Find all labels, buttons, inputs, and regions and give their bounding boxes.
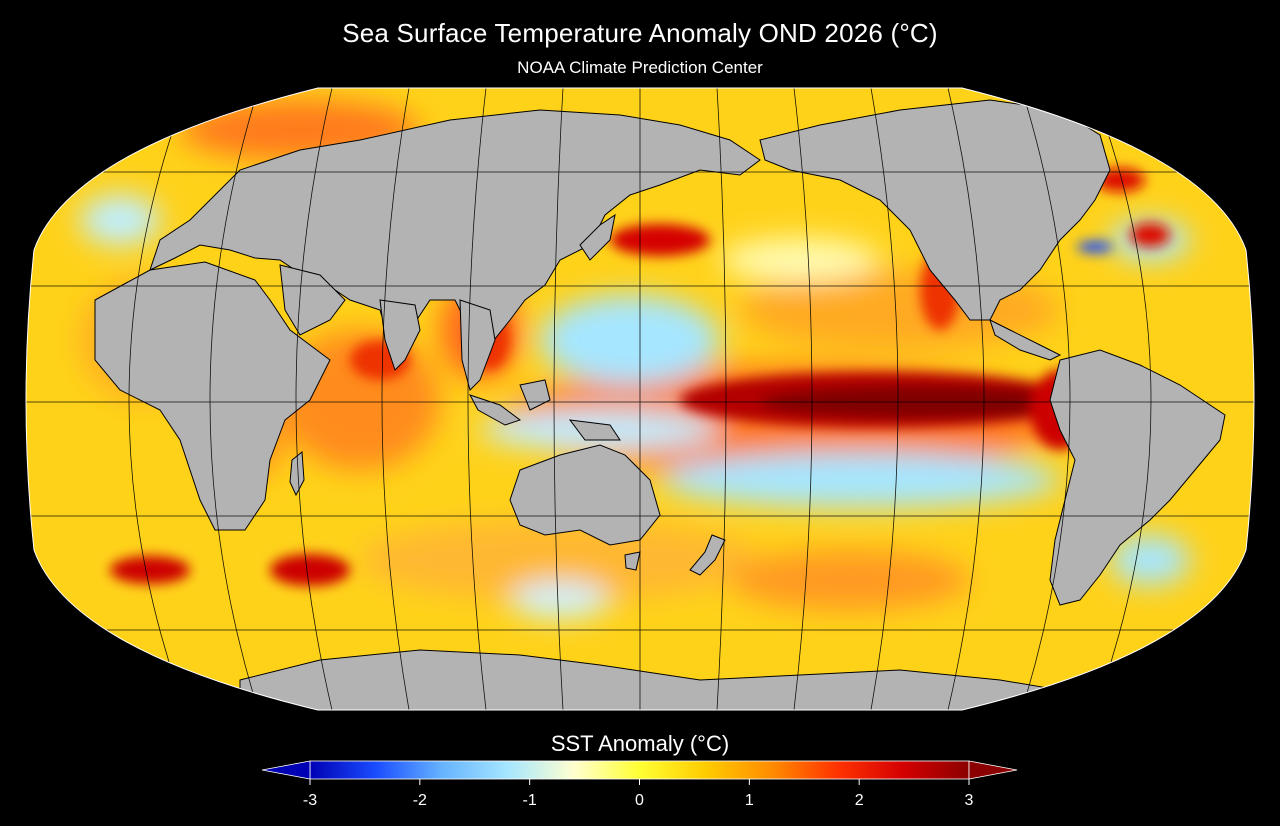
colorbar-tick-label: 1	[744, 792, 754, 809]
colorbar-bar	[309, 760, 970, 780]
colorbar-title: SST Anomaly (°C)	[550, 731, 730, 756]
colorbar-tick-label: 0	[635, 792, 644, 809]
colorbar-extend-low	[261, 760, 311, 780]
colorbar-tick-label: 3	[964, 792, 974, 809]
colorbar-tick-label: -3	[302, 792, 318, 809]
globe-outline	[25, 87, 1255, 711]
colorbar-extend-high	[968, 760, 1018, 780]
colorbar-tick-label: -1	[522, 792, 537, 809]
land-masses	[94, 89, 1226, 710]
map-subtitle: NOAA Climate Prediction Center	[517, 58, 763, 77]
colorbar-tick-label: 2	[854, 792, 864, 809]
graticule	[26, 88, 1254, 710]
map-title: Sea Surface Temperature Anomaly OND 2026…	[342, 18, 938, 48]
colorbar-tick-label: -2	[412, 792, 427, 809]
colorbar	[261, 760, 1018, 785]
